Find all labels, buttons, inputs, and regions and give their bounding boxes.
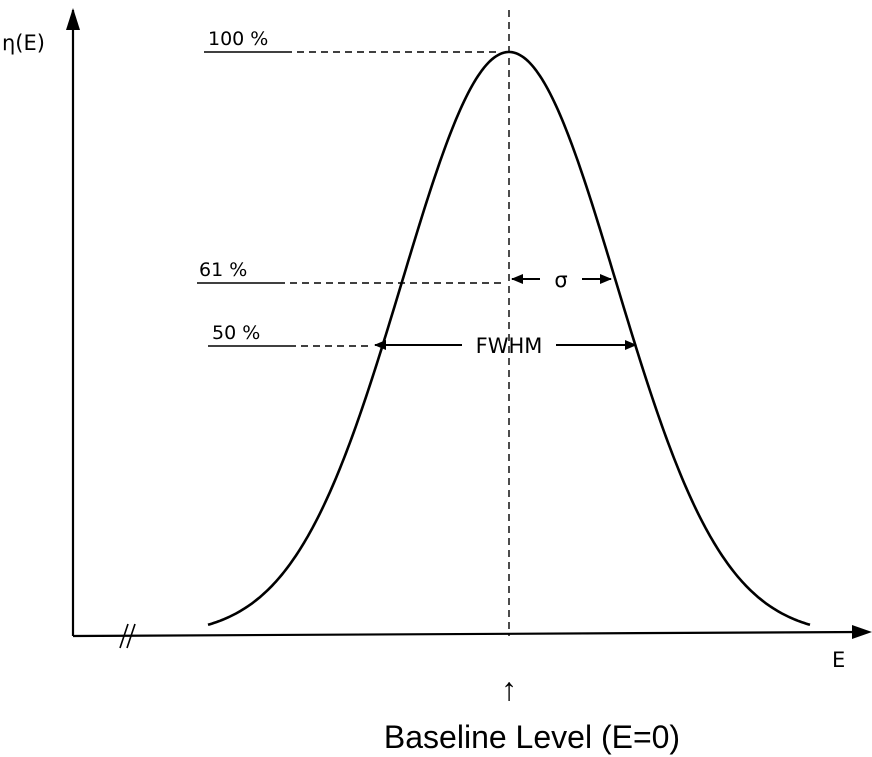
gaussian-curve (207, 50, 811, 627)
y-axis-arrowhead (66, 8, 80, 30)
sigma-label: σ (554, 268, 567, 292)
baseline-caption: Baseline Level (E=0) (384, 719, 680, 755)
x-axis-arrowhead (852, 625, 872, 639)
y-axis-label: η(E) (2, 31, 45, 55)
level-61-label: 61 % (199, 259, 247, 281)
level-50-label: 50 % (212, 322, 260, 344)
x-axis-label: E (832, 648, 845, 672)
fwhm-label: FWHM (476, 334, 543, 358)
level-100-label: 100 % (208, 28, 268, 50)
baseline-arrow-icon: ↑ (501, 671, 517, 707)
axis-break-icon (119, 623, 136, 649)
x-axis (72, 630, 863, 638)
